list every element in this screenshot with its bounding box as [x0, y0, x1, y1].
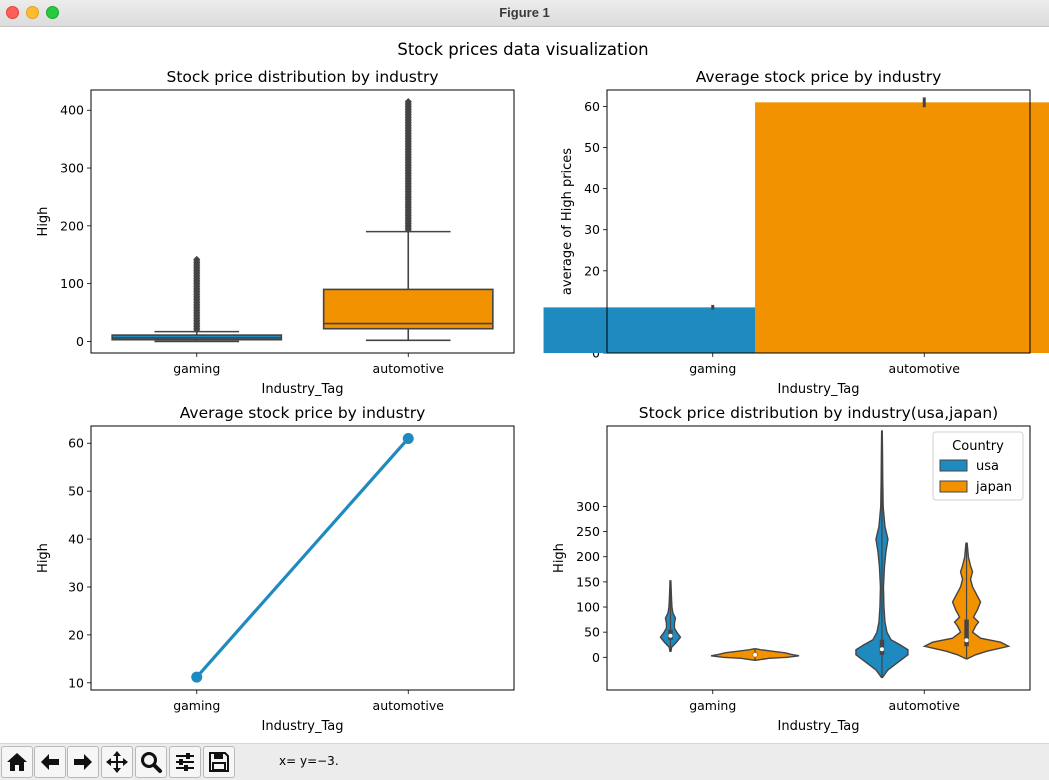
y-tick-label: 40 — [584, 181, 600, 196]
back-arrow-icon — [41, 754, 59, 770]
x-tick-label: gaming — [173, 361, 220, 376]
zoom-button[interactable] — [135, 746, 167, 778]
subplots-group: Stock price distribution by industry0100… — [36, 68, 1049, 734]
save-button[interactable] — [203, 746, 235, 778]
legend: Country usa japan — [932, 431, 1024, 501]
outlier-point — [404, 98, 412, 106]
y-tick-label: 30 — [584, 222, 600, 237]
minimize-window-button[interactable] — [26, 6, 39, 19]
y-tick-label: 200 — [60, 218, 84, 233]
figure-suptitle: Stock prices data visualization — [397, 40, 648, 59]
y-tick-label: 50 — [584, 625, 600, 640]
violin-median — [964, 638, 969, 643]
window-title: Figure 1 — [499, 5, 550, 20]
y-tick-label: 300 — [576, 499, 600, 514]
legend-title: Country — [952, 439, 1004, 454]
box-automotive — [322, 98, 494, 342]
bar-automotive — [755, 102, 1049, 353]
matplotlib-toolbar: x= y=−3. — [0, 743, 1049, 780]
subplot-title: Average stock price by industry — [696, 68, 942, 86]
series-line — [195, 437, 410, 679]
y-tick-label: 100 — [576, 600, 600, 615]
home-button[interactable] — [1, 746, 33, 778]
y-axis-label: average of High prices — [560, 148, 575, 295]
box-iqr — [322, 288, 494, 330]
x-axis-label: Industry_Tag — [778, 719, 860, 734]
y-tick-label: 0 — [76, 334, 84, 349]
y-axis-label: High — [552, 543, 567, 573]
violin-median — [668, 633, 673, 638]
cursor-coordinates: x= y=−3. — [279, 754, 339, 768]
configure-subplots-button[interactable] — [169, 746, 201, 778]
y-tick-label: 60 — [584, 99, 600, 114]
subplot-title: Average stock price by industry — [180, 404, 426, 422]
x-tick-label: automotive — [373, 698, 445, 713]
x-tick-label: gaming — [689, 698, 736, 713]
x-tick-label: gaming — [689, 361, 736, 376]
subplot-4: Stock price distribution by industry(usa… — [552, 404, 1031, 734]
figure-canvas[interactable]: Stock prices data visualization Stock pr… — [0, 27, 1049, 743]
subplot-2: Average stock price by industry010203040… — [543, 68, 1049, 397]
outlier-point — [193, 255, 201, 263]
y-tick-label: 300 — [60, 161, 84, 176]
configure-subplots-icon — [176, 753, 194, 771]
pan-button[interactable] — [101, 746, 133, 778]
y-tick-label: 150 — [576, 574, 600, 589]
y-tick-label: 40 — [68, 532, 84, 547]
y-tick-label: 30 — [68, 579, 84, 594]
subplot-1: Stock price distribution by industry 0 100… — [36, 68, 515, 397]
y-tick-label: 20 — [584, 263, 600, 278]
x-tick-label: automotive — [373, 361, 445, 376]
axes-frame — [90, 89, 515, 354]
x-axis-label: Industry_Tag — [778, 382, 860, 397]
y-tick-label: 20 — [68, 627, 84, 642]
axes-frame — [606, 89, 1031, 354]
save-icon — [209, 752, 229, 772]
y-axis-label: High — [36, 543, 51, 573]
y-tick-label: 250 — [576, 524, 600, 539]
subplot-title: Stock price distribution by industry(usa… — [639, 404, 998, 422]
y-tick-label: 0 — [592, 650, 600, 665]
axes-frame — [90, 425, 515, 691]
subplot-3: Average stock price by industry 10 20 30 40 5… — [36, 404, 515, 734]
legend-label: usa — [976, 459, 999, 474]
window-titlebar: Figure 1 — [0, 0, 1049, 27]
close-window-button[interactable] — [6, 6, 19, 19]
legend-swatch-japan — [939, 480, 968, 493]
home-icon — [7, 753, 27, 771]
y-tick-label: 10 — [68, 675, 84, 690]
forward-button[interactable] — [67, 746, 99, 778]
subplot-title: Stock price distribution by industry — [166, 68, 438, 86]
y-tick-label: 60 — [68, 436, 84, 451]
y-tick-label: 200 — [576, 549, 600, 564]
y-tick-label: 50 — [68, 484, 84, 499]
legend-label: japan — [975, 480, 1012, 495]
legend-swatch-usa — [939, 459, 968, 472]
x-tick-label: gaming — [173, 698, 220, 713]
y-tick-label: 400 — [60, 103, 84, 118]
data-point — [191, 671, 203, 683]
forward-arrow-icon — [74, 754, 92, 770]
x-tick-label: automotive — [889, 698, 961, 713]
axes-frame — [606, 425, 1031, 691]
y-tick-label: 50 — [584, 140, 600, 155]
data-point — [402, 432, 414, 444]
x-axis-label: Industry_Tag — [262, 719, 344, 734]
y-tick-label: 100 — [60, 276, 84, 291]
x-axis-label: Industry_Tag — [262, 382, 344, 397]
x-tick-label: automotive — [889, 361, 961, 376]
box-gaming — [111, 255, 283, 343]
violin-median — [753, 652, 758, 657]
violin-median — [879, 647, 884, 652]
back-button[interactable] — [34, 746, 66, 778]
y-axis-label: High — [36, 207, 51, 237]
maximize-window-button[interactable] — [46, 6, 59, 19]
zoom-icon — [141, 752, 162, 773]
pan-icon — [106, 751, 128, 773]
